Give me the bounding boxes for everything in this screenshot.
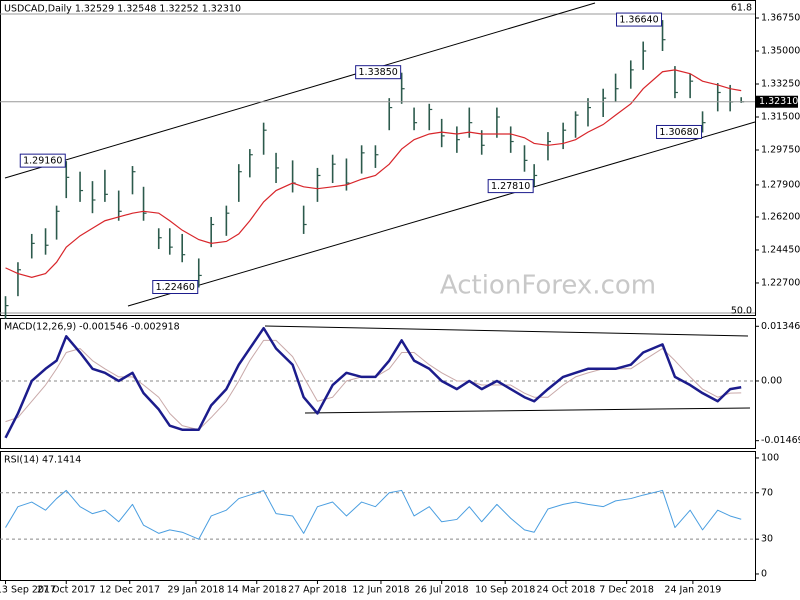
last-price-box: [756, 95, 798, 108]
pivot-box: [355, 65, 402, 80]
macd-panel: [0, 318, 756, 449]
y-tick-label: 1.29750: [761, 145, 800, 156]
y-tick-label: 0.00: [761, 375, 782, 386]
x-tick-label: 27 Oct 2017: [37, 585, 96, 596]
y-tick-label: 100: [761, 452, 779, 463]
macd-trend-line: [304, 407, 751, 414]
pivot-label: 1.29160: [23, 156, 62, 167]
x-tick-label: 24 Jan 2019: [664, 585, 721, 596]
x-tick-label: 12 Dec 2017: [99, 585, 160, 596]
pivot-label: 1.30680: [659, 127, 698, 138]
y-tick-label: 0: [761, 568, 767, 579]
pivot-label: 1.36640: [619, 15, 658, 26]
pivot-label: 1.22460: [156, 282, 195, 293]
y-tick-label: 1.33250: [761, 79, 800, 90]
y-tick-label: 1.22700: [761, 277, 800, 288]
y-tick-label: 30: [761, 534, 773, 545]
pivot-box: [656, 124, 703, 139]
y-tick-label: 1.35000: [761, 45, 800, 56]
macd-trend-line: [264, 325, 749, 337]
y-tick-label: 70: [761, 487, 773, 498]
y-tick-label: 0.013461: [761, 321, 800, 332]
pivot-label: 1.27810: [491, 181, 530, 192]
channel-line: [4, 2, 596, 179]
x-tick-label: 27 Apr 2018: [288, 585, 347, 596]
x-tick-label: 29 Jan 2018: [168, 585, 225, 596]
rsi-panel: [0, 451, 756, 581]
moving-average: [5, 69, 742, 278]
indicator-line: [5, 489, 742, 540]
watermark: ActionForex.com: [440, 271, 656, 301]
y-tick-label: 1.27900: [761, 179, 800, 190]
macd-title: MACD(12,26,9) -0.001546 -0.002918: [4, 322, 180, 333]
x-tick-label: 26 Jul 2018: [415, 585, 469, 596]
x-tick-label: 10 Sep 2018: [475, 585, 535, 596]
fib-label: 50.0: [731, 306, 752, 317]
channel-line: [127, 121, 756, 307]
y-tick-label: 1.31500: [761, 112, 800, 123]
fib-label: 61.8: [731, 3, 752, 14]
indicator-line: [4, 326, 742, 439]
pivot-box: [616, 12, 663, 27]
chart-title: USDCAD,Daily 1.32529 1.32548 1.32252 1.3…: [4, 4, 241, 15]
x-tick-label: 24 Oct 2018: [537, 585, 596, 596]
price-panel: [0, 0, 756, 316]
y-tick-label: 1.36750: [761, 12, 800, 23]
pivot-box: [487, 179, 534, 194]
y-tick-label: -0.014694: [761, 435, 800, 446]
rsi-title: RSI(14) 47.1414: [4, 455, 81, 466]
pivot-box: [152, 280, 199, 295]
last-price-label: 1.32310: [759, 96, 798, 107]
x-tick-label: 12 Jun 2018: [352, 585, 409, 596]
pivot-label: 1.33850: [359, 67, 398, 78]
x-tick-label: 14 Mar 2018: [227, 585, 287, 596]
y-tick-label: 1.24450: [761, 244, 800, 255]
y-tick-label: 1.26200: [761, 211, 800, 222]
x-tick-label: 13 Sep 2017: [0, 585, 56, 596]
pivot-box: [19, 153, 66, 168]
x-tick-label: 7 Dec 2018: [599, 585, 654, 596]
